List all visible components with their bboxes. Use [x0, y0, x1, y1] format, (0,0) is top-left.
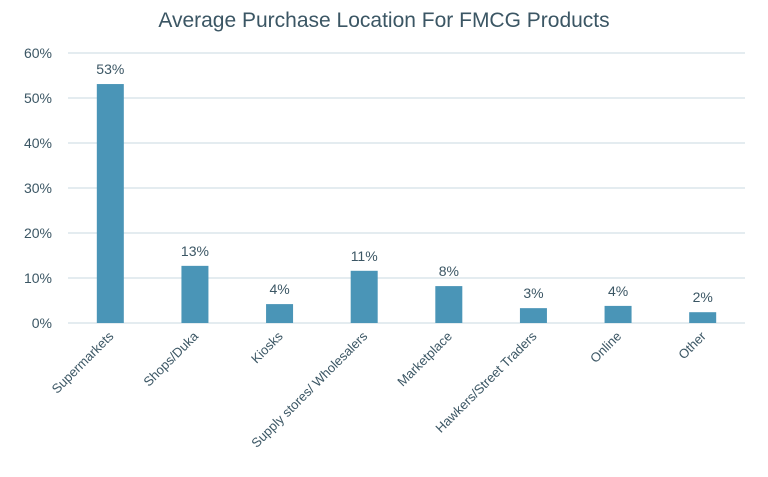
- data-label: 2%: [693, 289, 713, 305]
- x-tick-label: Online: [587, 329, 624, 366]
- bar: [604, 305, 632, 323]
- data-label: 53%: [96, 61, 124, 77]
- y-tick-label: 40%: [24, 135, 52, 151]
- data-label: 8%: [439, 263, 459, 279]
- y-tick-label: 10%: [24, 270, 52, 286]
- bar: [689, 312, 717, 323]
- y-tick-label: 60%: [24, 45, 52, 61]
- data-label: 13%: [181, 243, 209, 259]
- bar: [96, 84, 124, 323]
- bar: [519, 308, 547, 323]
- bar: [435, 286, 463, 323]
- x-tick-label: Supermarkets: [49, 328, 117, 396]
- bar: [181, 265, 209, 323]
- bar: [266, 304, 294, 323]
- chart-title: Average Purchase Location For FMCG Produ…: [158, 9, 609, 32]
- y-tick-label: 30%: [24, 180, 52, 196]
- x-tick-label: Other: [675, 328, 709, 362]
- x-tick-label: Shops/Duka: [140, 328, 201, 389]
- y-tick-label: 0%: [32, 315, 52, 331]
- y-tick-label: 20%: [24, 225, 52, 241]
- x-tick-label: Marketplace: [394, 329, 455, 390]
- data-label: 11%: [351, 248, 378, 264]
- bar: [350, 270, 378, 323]
- data-label: 3%: [523, 285, 543, 301]
- data-label: 4%: [269, 281, 289, 297]
- data-label: 4%: [608, 283, 628, 299]
- x-tick-label: Kiosks: [248, 328, 286, 366]
- y-tick-label: 50%: [24, 90, 52, 106]
